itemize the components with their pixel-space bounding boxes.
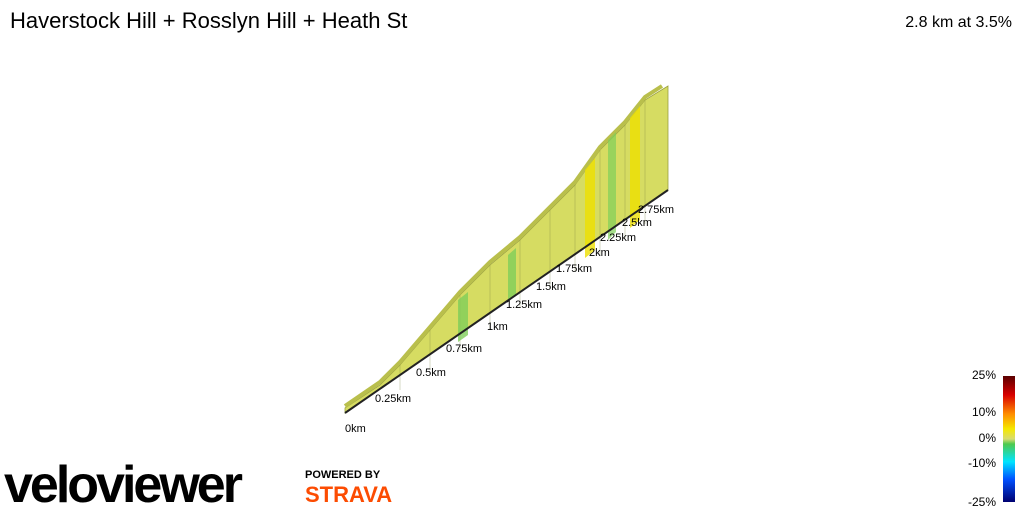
distance-label: 2.25km <box>600 232 636 244</box>
distance-label: 2.5km <box>622 217 652 229</box>
summary: 2.8 km at 3.5% <box>905 14 1012 31</box>
gradient-legend-bar <box>1003 376 1015 502</box>
title: Haverstock Hill + Rosslyn Hill + Heath S… <box>10 8 407 33</box>
distance-label: 1.25km <box>506 299 542 311</box>
distance-label: 2.75km <box>638 204 674 216</box>
distance-label: 2km <box>589 247 610 259</box>
distance-label: 0.25km <box>375 393 411 405</box>
legend-label: 10% <box>972 405 996 419</box>
distance-label: 0.5km <box>416 367 446 379</box>
distance-label: 0km <box>345 423 366 435</box>
distance-label: 1km <box>487 321 508 333</box>
legend-label: 0% <box>979 431 997 445</box>
legend-label: -25% <box>968 495 996 509</box>
distance-label: 1.75km <box>556 263 592 275</box>
legend-label: 25% <box>972 368 996 382</box>
logo: veloviewer <box>4 456 243 512</box>
gradient-legend: 25% 10% 0% -10% -25% <box>968 368 996 509</box>
profile-3d <box>343 84 669 414</box>
distance-label: 0.75km <box>446 343 482 355</box>
legend-label: -10% <box>968 456 996 470</box>
distance-label: 1.5km <box>536 281 566 293</box>
strava: STRAVA <box>305 482 392 507</box>
powered-by: POWERED BY <box>305 469 381 481</box>
